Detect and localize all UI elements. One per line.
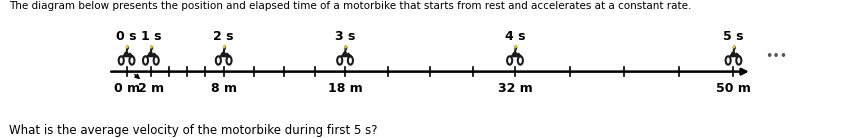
Polygon shape <box>729 53 738 57</box>
Text: 1 s: 1 s <box>140 30 161 43</box>
Polygon shape <box>122 53 131 57</box>
Text: 8 m: 8 m <box>211 82 237 95</box>
Circle shape <box>515 46 517 49</box>
Text: 0 m: 0 m <box>114 82 140 95</box>
Polygon shape <box>219 53 228 57</box>
Text: •••: ••• <box>765 50 787 63</box>
Text: 18 m: 18 m <box>328 82 362 95</box>
Wedge shape <box>224 46 225 48</box>
Polygon shape <box>149 52 153 54</box>
Wedge shape <box>515 46 517 48</box>
Polygon shape <box>341 53 349 57</box>
Polygon shape <box>125 52 128 54</box>
Polygon shape <box>513 52 517 54</box>
Text: 5 s: 5 s <box>723 30 744 43</box>
Text: 2 s: 2 s <box>213 30 234 43</box>
Text: 2 m: 2 m <box>138 82 164 95</box>
Wedge shape <box>733 46 735 48</box>
Text: 4 s: 4 s <box>505 30 525 43</box>
Text: 0 s: 0 s <box>116 30 137 43</box>
Polygon shape <box>147 53 155 57</box>
Circle shape <box>345 46 347 49</box>
Text: 50 m: 50 m <box>716 82 751 95</box>
Polygon shape <box>511 53 519 57</box>
Circle shape <box>224 46 225 49</box>
Circle shape <box>733 46 735 49</box>
Circle shape <box>151 46 153 49</box>
Wedge shape <box>345 46 347 48</box>
Circle shape <box>127 46 128 49</box>
Text: What is the average velocity of the motorbike during first 5 s?: What is the average velocity of the moto… <box>9 124 377 137</box>
Wedge shape <box>127 46 128 48</box>
Polygon shape <box>732 52 735 54</box>
Polygon shape <box>222 52 225 54</box>
Polygon shape <box>343 52 347 54</box>
Text: 3 s: 3 s <box>335 30 355 43</box>
Wedge shape <box>151 46 153 48</box>
Text: 32 m: 32 m <box>498 82 532 95</box>
Text: The diagram below presents the position and elapsed time of a motorbike that sta: The diagram below presents the position … <box>9 1 691 11</box>
